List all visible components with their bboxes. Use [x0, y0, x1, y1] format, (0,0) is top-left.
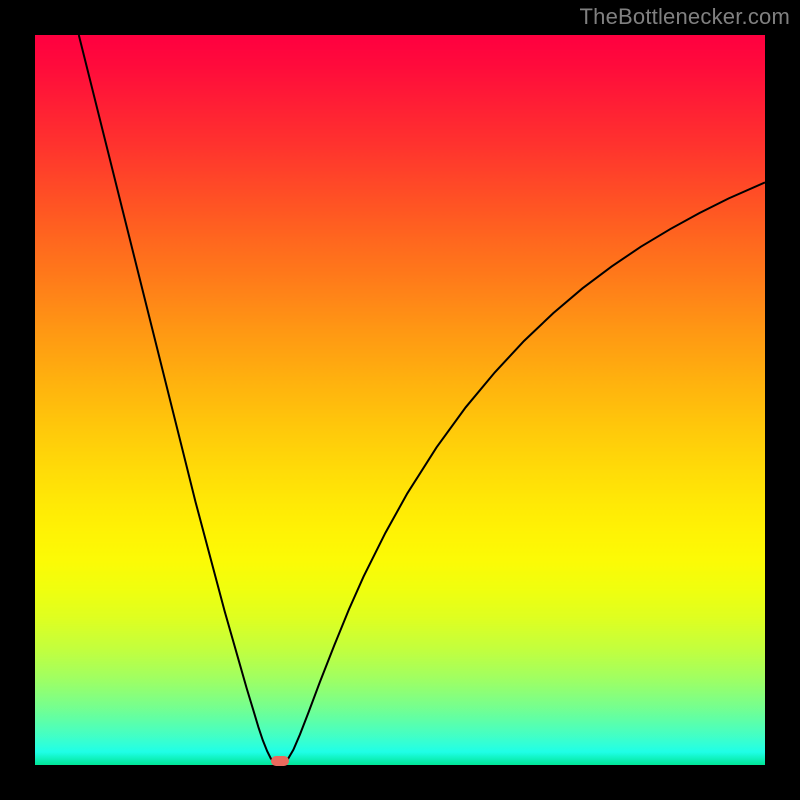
- watermark-text: TheBottlenecker.com: [580, 4, 790, 30]
- gradient-plot-background: [35, 35, 765, 765]
- optimal-point-marker: [271, 756, 289, 766]
- chart-container: TheBottlenecker.com: [0, 0, 800, 800]
